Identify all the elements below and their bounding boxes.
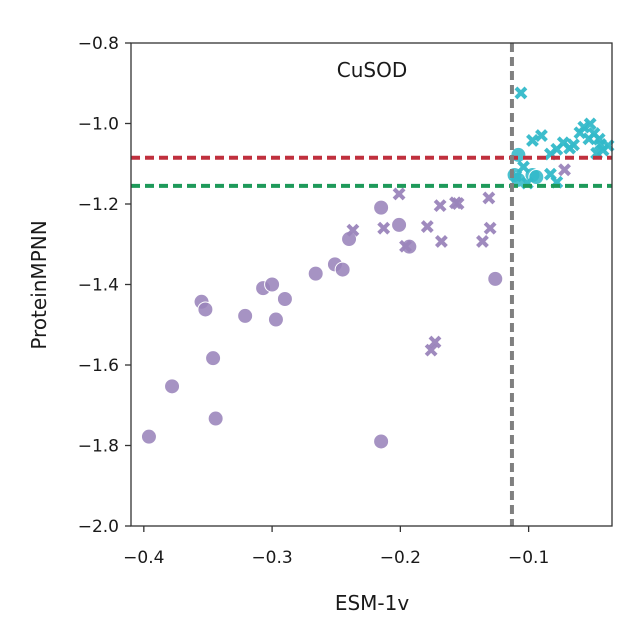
purple-cross-point — [482, 191, 496, 205]
plot-frame — [130, 42, 613, 527]
x-tick-label: −0.4 — [123, 548, 164, 568]
axis-layer: −0.4 −0.3 −0.2 −0.1 −0.8 −1.0 −1.2 −1.4 −1.6 −1.8… — [78, 34, 613, 568]
teal-cross-point — [517, 160, 530, 174]
purple-cross-point — [428, 335, 442, 349]
purple-circle-point — [140, 428, 157, 445]
y-axis-title: ProteinMPNN — [27, 220, 51, 349]
purple-circle-point — [307, 265, 324, 282]
y-tick-label: −2.0 — [78, 517, 119, 537]
purple-cross-point — [424, 343, 438, 357]
purple-circle-point — [237, 307, 254, 324]
purple-circle-point — [267, 311, 284, 328]
teal-cross-point — [514, 86, 528, 100]
purple-circle-point — [373, 199, 390, 216]
purple-circle-point — [264, 276, 281, 293]
purple-cross-point — [451, 197, 465, 211]
plot-layer — [131, 43, 615, 526]
chart-title: CuSOD — [337, 58, 407, 82]
y-tick-label: −0.8 — [78, 34, 119, 54]
purple-circle-point — [401, 238, 418, 255]
purple-circle-point — [373, 433, 390, 450]
purple-cross-point — [399, 239, 412, 253]
x-tick-label: −0.3 — [251, 548, 292, 568]
purple-circle-point — [334, 261, 351, 278]
purple-circle-point — [276, 290, 293, 307]
purple-circle-point — [205, 350, 222, 367]
y-tick-label: −1.4 — [78, 276, 119, 296]
y-tick-label: −1.6 — [78, 356, 119, 376]
y-tick-label: −1.8 — [78, 437, 119, 457]
teal-cross-point — [577, 120, 591, 134]
purple-cross-point — [434, 235, 448, 248]
purple-circle-point — [164, 378, 181, 395]
purple-circle-point — [391, 216, 408, 233]
teal-cross-point — [583, 117, 597, 131]
purple-cross-point — [558, 163, 571, 177]
teal-cross-point — [526, 133, 539, 147]
teal-circle-point — [528, 169, 545, 186]
purple-cross-point — [483, 221, 497, 235]
purple-circle-point — [207, 410, 224, 427]
teal-cross-point — [563, 141, 577, 155]
purple-cross-point — [377, 221, 391, 235]
purple-cross-point — [420, 220, 434, 233]
x-axis-title: ESM-1v — [335, 591, 410, 615]
y-tick-label: −1.2 — [78, 195, 119, 215]
purple-cross-point — [476, 235, 489, 248]
teal-cross-point — [535, 129, 548, 142]
purple-cross-point — [346, 223, 360, 237]
x-tick-label: −0.2 — [380, 548, 421, 568]
y-tick-label: −1.0 — [78, 115, 119, 135]
purple-cross-point — [392, 187, 406, 201]
x-tick-label: −0.1 — [508, 548, 549, 568]
purple-circle-point — [197, 301, 214, 318]
purple-circle-point — [487, 270, 504, 287]
purple-cross-point — [433, 199, 447, 213]
